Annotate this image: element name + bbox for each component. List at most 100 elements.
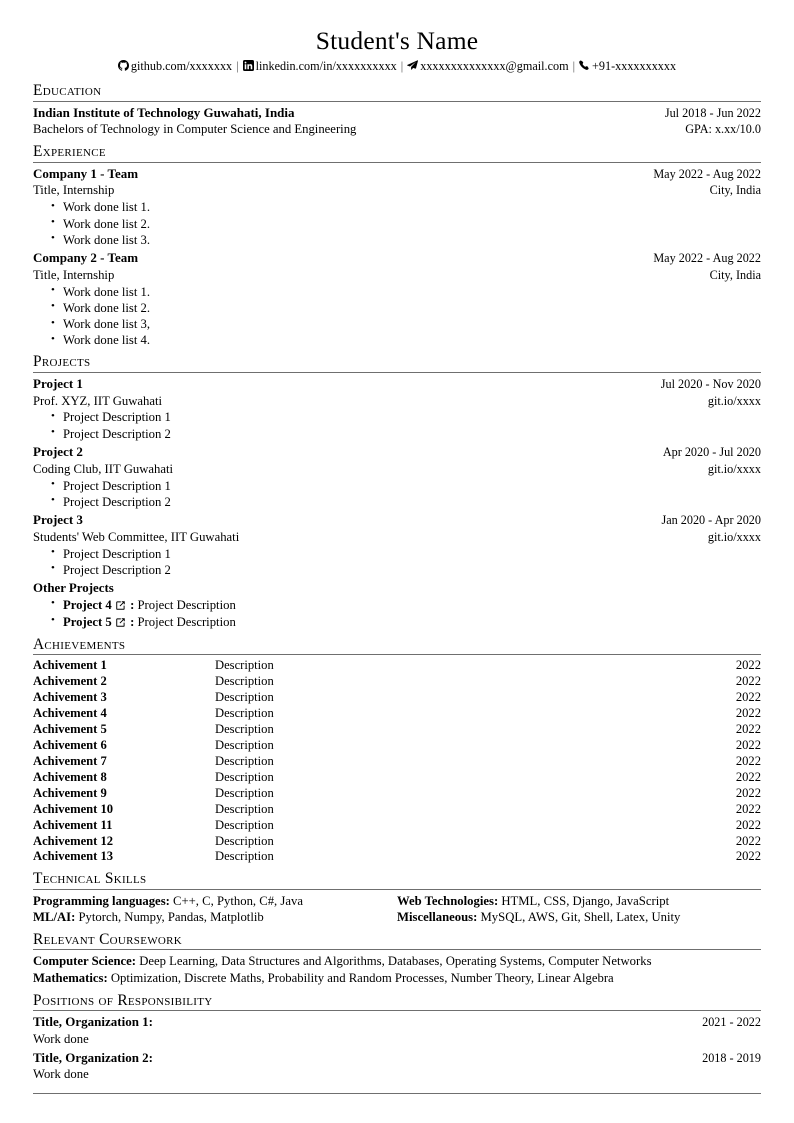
skills-column-right: Web Technologies: HTML, CSS, Django, Jav… bbox=[397, 893, 761, 927]
entry: Title, Organization 1: 2021 - 2022 Work do… bbox=[33, 1014, 761, 1047]
entry-sub-right: City, India bbox=[709, 183, 761, 198]
entry-title: Title, Organization 1: bbox=[33, 1014, 154, 1030]
entry: Project 3 Jan 2020 - Apr 2020 Students' We… bbox=[33, 512, 761, 578]
experience-entries: Company 1 - Team May 2022 - Aug 2022 Title… bbox=[33, 166, 761, 349]
table-row: Achivement 4 Description 2022 bbox=[33, 706, 761, 722]
entry-subheader-row: Prof. XYZ, IIT Guwahati git.io/xxxx bbox=[33, 393, 761, 410]
achievement-name: Achivement 3 bbox=[33, 690, 107, 705]
line-label: Web Technologies: bbox=[397, 893, 502, 908]
table-row: Achivement 13 Description 2022 bbox=[33, 849, 761, 865]
education-entries: Indian Institute of Technology Guwahati,… bbox=[33, 105, 761, 139]
entry-header-row: Company 1 - Team May 2022 - Aug 2022 bbox=[33, 166, 761, 183]
entry-subheader-row: Students' Web Committee, IIT Guwahati git… bbox=[33, 529, 761, 546]
achievement-name: Achivement 2 bbox=[33, 674, 107, 689]
entry-header-row: Project 2 Apr 2020 - Jul 2020 bbox=[33, 444, 761, 461]
achievement-name: Achivement 6 bbox=[33, 738, 107, 753]
achievement-description: Description bbox=[215, 753, 274, 768]
table-row: Achivement 12 Description 2022 bbox=[33, 834, 761, 850]
line-label: ML/AI: bbox=[33, 910, 79, 925]
contact-text: +91-xxxxxxxxxx bbox=[592, 59, 677, 74]
achievement-description: Description bbox=[215, 658, 274, 673]
external-link-icon[interactable] bbox=[116, 598, 125, 614]
skills-column-left: Programming languages: C++, C, Python, C… bbox=[33, 893, 397, 927]
achievement-description: Description bbox=[215, 690, 274, 705]
line-value: Pytorch, Numpy, Pandas, Matplotlib bbox=[78, 910, 264, 925]
achievement-year: 2022 bbox=[735, 738, 761, 753]
table-row: Achivement 7 Description 2022 bbox=[33, 754, 761, 770]
entry-sub-right[interactable]: git.io/xxxx bbox=[707, 529, 761, 544]
table-row: Achivement 6 Description 2022 bbox=[33, 738, 761, 754]
line-value: Deep Learning, Data Structures and Algor… bbox=[139, 954, 652, 969]
list-item: Project Description 1 bbox=[51, 545, 761, 562]
contact-item-email[interactable]: xxxxxxxxxxxxxx@gmail.com bbox=[407, 59, 569, 74]
entry-title: Project 1 bbox=[33, 375, 83, 391]
table-row: Achivement 1 Description 2022 bbox=[33, 658, 761, 674]
achievement-name: Achivement 13 bbox=[33, 849, 114, 864]
achievements-table: Achivement 1 Description 2022 Achivement 2 D… bbox=[33, 658, 761, 865]
section-rule bbox=[33, 161, 761, 163]
section-rule bbox=[33, 654, 761, 656]
entry-header-row: Project 3 Jan 2020 - Apr 2020 bbox=[33, 512, 761, 529]
list-item: Project Description 1 bbox=[51, 409, 761, 425]
list-item: Work done list 1. bbox=[51, 199, 761, 215]
entry-subtitle: Work done bbox=[33, 1032, 89, 1047]
other-projects-heading: Other Projects bbox=[33, 581, 114, 596]
line-label: Mathematics: bbox=[33, 971, 111, 986]
achievement-year: 2022 bbox=[735, 753, 761, 768]
page-title: Student's Name bbox=[315, 26, 479, 55]
contact-line: github.com/xxxxxxx | linkedin.com/in/xxxxx… bbox=[33, 59, 761, 74]
contact-separator: | bbox=[400, 59, 404, 74]
labelled-line: Computer Science: Deep Learning, Data St… bbox=[33, 953, 761, 970]
entry-date: May 2022 - Aug 2022 bbox=[653, 250, 761, 265]
list-item: Work done list 1. bbox=[51, 283, 761, 300]
contact-text: linkedin.com/in/xxxxxxxxxx bbox=[255, 59, 397, 74]
table-row: Achivement 3 Description 2022 bbox=[33, 690, 761, 706]
achievement-year: 2022 bbox=[735, 785, 761, 800]
other-project-description: Project Description bbox=[137, 614, 236, 629]
entry-subheader-row: Work done bbox=[33, 1066, 761, 1083]
entry-title: Company 2 - Team bbox=[33, 249, 139, 265]
entry-header-row: Company 2 - Team May 2022 - Aug 2022 bbox=[33, 250, 761, 267]
external-link-icon[interactable] bbox=[116, 615, 125, 631]
list-item: Project Description 2 bbox=[51, 425, 761, 442]
skills-columns: Programming languages: C++, C, Python, C… bbox=[33, 893, 761, 927]
section-title-experience: Experience bbox=[33, 143, 106, 161]
contact-item-phone[interactable]: +91-xxxxxxxxxx bbox=[579, 59, 676, 73]
line-label: Computer Science: bbox=[33, 954, 140, 969]
entry-date: 2018 - 2019 bbox=[702, 1050, 761, 1065]
contact-item-github[interactable]: github.com/xxxxxxx bbox=[117, 59, 232, 73]
achievement-name: Achivement 5 bbox=[33, 722, 107, 737]
section-title-achievements: Achievements bbox=[33, 636, 126, 654]
entry-header-row: Title, Organization 1: 2021 - 2022 bbox=[33, 1014, 761, 1031]
list-item: Work done list 4. bbox=[51, 332, 761, 348]
list-item: Project Description 1 bbox=[51, 477, 761, 494]
entry-sub-right[interactable]: git.io/xxxx bbox=[707, 461, 761, 476]
section-title-education: Education bbox=[33, 82, 102, 100]
entry-subtitle: Bachelors of Technology in Computer Scie… bbox=[33, 122, 357, 137]
table-row: Achivement 11 Description 2022 bbox=[33, 818, 761, 834]
contact-text: xxxxxxxxxxxxxx@gmail.com bbox=[420, 59, 569, 74]
achievement-year: 2022 bbox=[735, 817, 761, 832]
achievement-description: Description bbox=[215, 785, 274, 800]
other-project-item[interactable]: Project 4 : Project Description bbox=[51, 596, 761, 614]
table-row: Achivement 10 Description 2022 bbox=[33, 802, 761, 818]
other-project-name: Project 5 bbox=[63, 614, 115, 629]
achievement-year: 2022 bbox=[735, 849, 761, 864]
entry-header-row: Project 1 Jul 2020 - Nov 2020 bbox=[33, 376, 761, 393]
contact-item-linkedin[interactable]: linkedin.com/in/xxxxxxxxxx bbox=[242, 59, 397, 74]
entry-subheader-row: Title, Internship City, India bbox=[33, 267, 761, 284]
entry-title: Project 3 bbox=[33, 511, 83, 527]
list-item: Work done list 2. bbox=[51, 215, 761, 232]
achievement-year: 2022 bbox=[735, 706, 761, 721]
labelled-line: Mathematics: Optimization, Discrete Math… bbox=[33, 970, 761, 987]
achievement-year: 2022 bbox=[735, 833, 761, 848]
entry-sub-right[interactable]: git.io/xxxx bbox=[707, 393, 761, 408]
section-title-projects: Projects bbox=[33, 353, 91, 371]
section-rule bbox=[33, 888, 761, 890]
achievement-description: Description bbox=[215, 833, 274, 848]
entry-subheader-row: Bachelors of Technology in Computer Scie… bbox=[33, 121, 761, 138]
other-project-item[interactable]: Project 5 : Project Description bbox=[51, 613, 761, 631]
footer-rule bbox=[33, 1093, 761, 1094]
entry: Indian Institute of Technology Guwahati,… bbox=[33, 105, 761, 139]
